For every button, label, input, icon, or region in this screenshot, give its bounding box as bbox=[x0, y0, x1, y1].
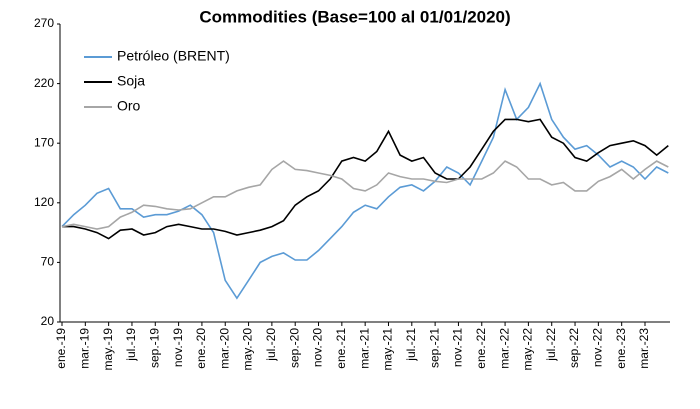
x-tick-label: nov.-20 bbox=[311, 328, 325, 367]
x-tick-label: ene.-23 bbox=[614, 328, 628, 369]
y-tick-label: 170 bbox=[34, 135, 54, 149]
x-tick-label: jul.-19 bbox=[124, 328, 138, 362]
x-tick-label: ene.-22 bbox=[474, 328, 488, 369]
y-tick-label: 20 bbox=[41, 314, 55, 328]
x-tick-label: ene.-19 bbox=[54, 328, 68, 369]
legend-label: Petróleo (BRENT) bbox=[117, 48, 230, 64]
x-tick-label: sep.-22 bbox=[567, 328, 581, 368]
x-tick-label: jul.-20 bbox=[264, 328, 278, 362]
x-tick-label: nov.-21 bbox=[451, 328, 465, 367]
x-tick-label: may.-21 bbox=[381, 328, 395, 371]
x-tick-label: nov.-19 bbox=[171, 328, 185, 367]
y-tick-label: 70 bbox=[41, 255, 55, 269]
y-tick-label: 220 bbox=[34, 76, 54, 90]
x-tick-label: mar.-22 bbox=[497, 328, 511, 369]
chart-title: Commodities (Base=100 al 01/01/2020) bbox=[199, 7, 510, 26]
x-tick-label: may.-22 bbox=[521, 328, 535, 371]
y-tick-label: 120 bbox=[34, 195, 54, 209]
line-series bbox=[61, 160, 669, 230]
x-tick-label: mar.-23 bbox=[637, 328, 651, 369]
y-tick-label: 270 bbox=[34, 16, 54, 30]
legend-label: Oro bbox=[117, 98, 141, 114]
x-tick-label: nov.-22 bbox=[591, 328, 605, 367]
x-tick-label: mar.-20 bbox=[217, 328, 231, 369]
x-tick-label: may.-19 bbox=[101, 328, 115, 371]
x-tick-label: ene.-21 bbox=[334, 328, 348, 369]
legend-label: Soja bbox=[117, 73, 145, 89]
line-series bbox=[61, 81, 669, 300]
x-tick-label: sep.-20 bbox=[287, 328, 301, 368]
x-tick-label: may.-20 bbox=[241, 328, 255, 371]
line-series bbox=[62, 118, 669, 240]
x-tick-label: mar.-21 bbox=[357, 328, 371, 369]
x-tick-label: ene.-20 bbox=[194, 328, 208, 369]
x-tick-label: sep.-19 bbox=[147, 328, 161, 368]
x-tick-label: mar.-19 bbox=[77, 328, 91, 369]
x-tick-label: jul.-21 bbox=[404, 328, 418, 362]
x-tick-label: sep.-21 bbox=[427, 328, 441, 368]
x-tick-label: jul.-22 bbox=[544, 328, 558, 362]
